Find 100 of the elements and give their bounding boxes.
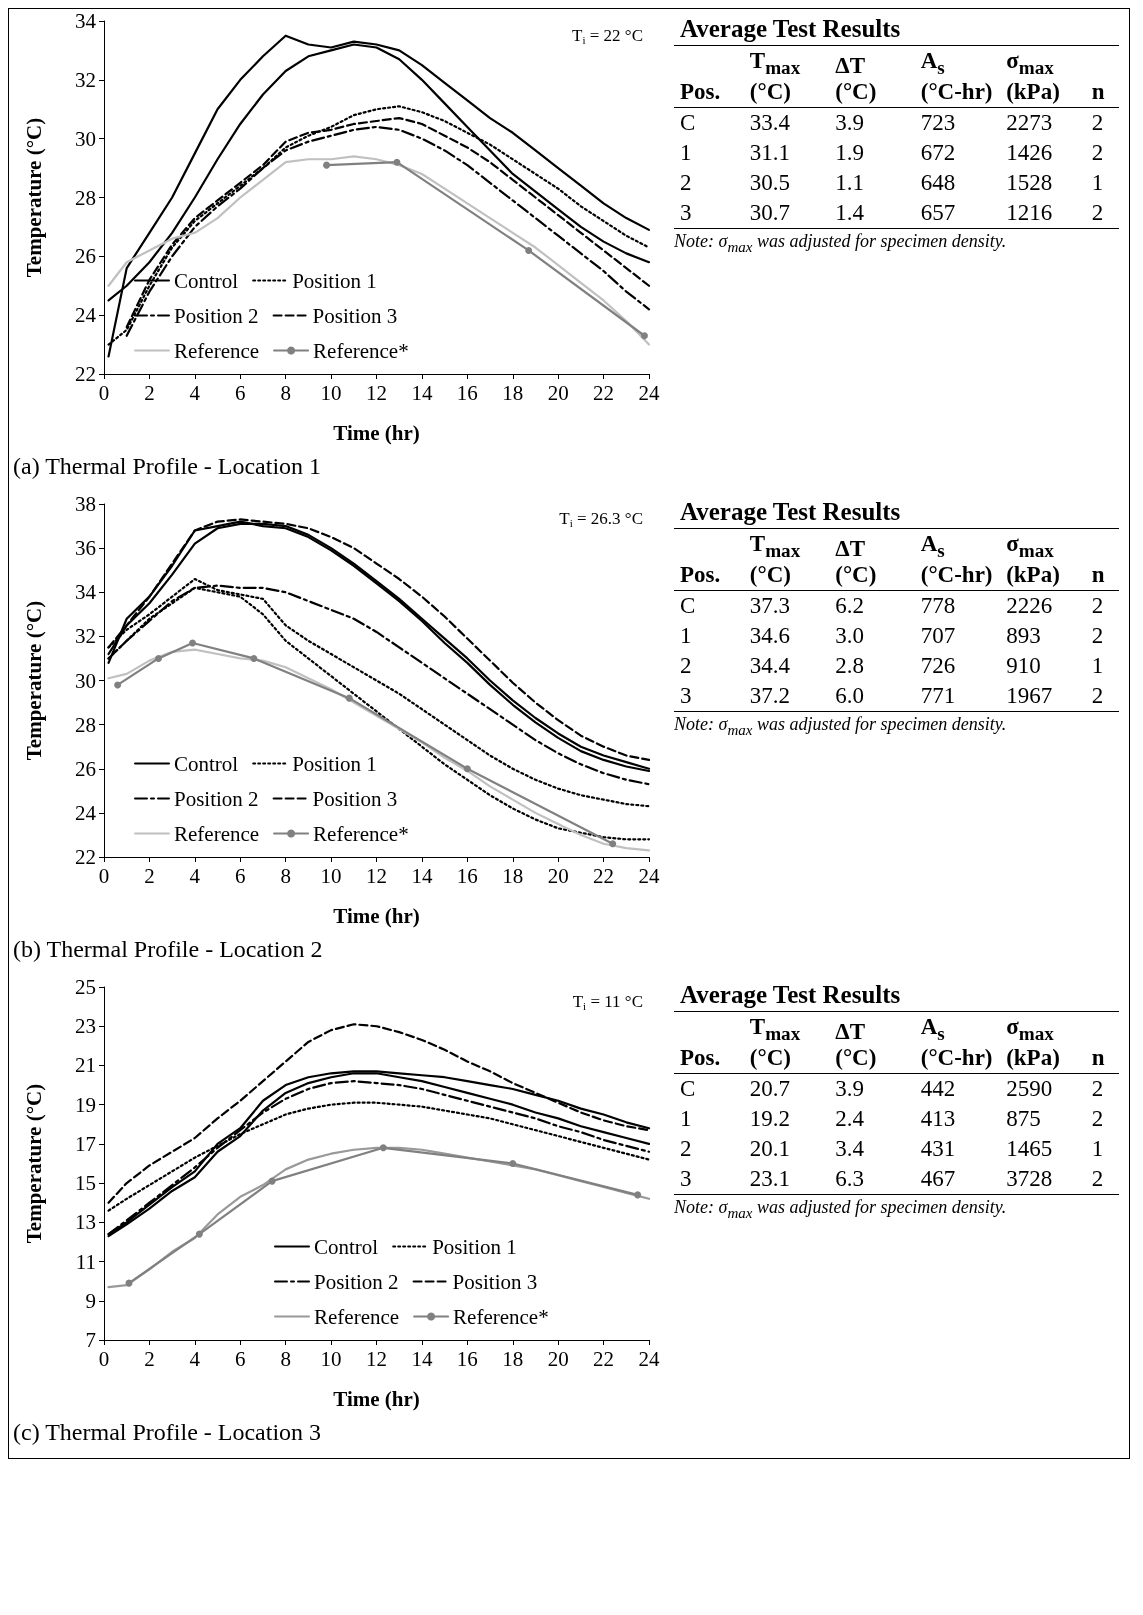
text: 2 [680, 169, 692, 195]
x-tick-label: 12 [366, 1346, 387, 1371]
text: 413 [920, 1105, 956, 1131]
text: 1 [1091, 169, 1104, 195]
text: 2 [1091, 1165, 1104, 1191]
y-tick-label: 17 [75, 1131, 96, 1156]
text: 3.9 [835, 109, 865, 135]
text: C [680, 592, 696, 618]
legend-label: Reference [174, 338, 260, 363]
y-tick-label: 25 [75, 975, 96, 999]
x-tick-label: 22 [593, 863, 615, 888]
text: 1 [1091, 652, 1104, 678]
text: 31.1 [749, 139, 791, 165]
y-tick-label: 11 [75, 1249, 96, 1274]
text: 2590 [1006, 1075, 1053, 1101]
legend-label: Control [314, 1234, 379, 1259]
x-tick-label: 24 [638, 863, 660, 888]
text: 3 [680, 199, 692, 225]
text: 431 [920, 1135, 956, 1161]
text: 20.1 [749, 1135, 791, 1161]
x-tick-label: 2 [144, 1346, 155, 1371]
text: 2 [1091, 622, 1104, 648]
text: 2.4 [835, 1105, 865, 1131]
category-label: σ$_{max}$ (kPa) [1000, 1011, 1086, 1074]
category-label: T$_{max}$ (°C) [743, 45, 830, 108]
text: 6.2 [835, 592, 865, 618]
text: 657 [920, 199, 956, 225]
text: 3.4 [835, 1135, 865, 1161]
y-axis-title: Temperature (°C) [21, 600, 46, 761]
x-tick-label: 24 [638, 1346, 660, 1371]
text: 1.1 [835, 169, 865, 195]
y-axis-title: Temperature (°C) [21, 117, 46, 278]
x-tick-label: 4 [189, 380, 201, 405]
category-label: Pos. [674, 45, 744, 108]
text: 1 [1091, 1135, 1104, 1161]
y-tick-label: 28 [75, 712, 96, 737]
text: 1 [680, 139, 692, 165]
x-tick-label: 16 [456, 1346, 478, 1371]
x-tick-label: 18 [502, 863, 524, 888]
category-label: ΔT (°C) [829, 45, 915, 108]
text: 3 [680, 682, 692, 708]
category-label: A$_{s}$ (°C-hr) [914, 528, 1001, 591]
x-axis-title: Time (hr) [333, 903, 420, 928]
text: (a) Thermal Profile - Location 1 [12, 452, 323, 481]
y-tick-label: 22 [75, 362, 96, 386]
x-tick-label: 20 [547, 380, 569, 405]
text: 2 [680, 652, 692, 678]
x-tick-label: 8 [280, 380, 291, 405]
legend-label: Reference [314, 1304, 400, 1329]
x-tick-label: 8 [280, 863, 291, 888]
text: 910 [1006, 652, 1041, 678]
legend-label: Position 1 [432, 1234, 517, 1259]
y-tick-label: 38 [75, 492, 96, 516]
text: 2 [1091, 682, 1104, 708]
y-tick-label: 30 [75, 668, 96, 693]
y-tick-label: 19 [75, 1092, 96, 1117]
text: 1.9 [835, 139, 865, 165]
legend-label: Position 3 [312, 303, 398, 328]
x-tick-label: 14 [411, 1346, 433, 1371]
legend-label: Position 1 [292, 751, 377, 776]
text: 648 [920, 169, 956, 195]
x-tick-label: 12 [366, 863, 387, 888]
x-tick-label: 18 [502, 1346, 524, 1371]
y-tick-label: 15 [75, 1171, 96, 1196]
text: 2 [1091, 139, 1104, 165]
x-tick-label: 16 [456, 863, 478, 888]
text: 467 [920, 1165, 956, 1191]
text: 6.3 [835, 1165, 865, 1191]
y-tick-label: 34 [75, 580, 97, 605]
text: Average Test Results [674, 496, 1119, 529]
x-tick-label: 10 [320, 1346, 342, 1371]
category-label: n [1085, 1011, 1119, 1074]
x-tick-label: 20 [547, 863, 569, 888]
x-tick-label: 4 [189, 863, 201, 888]
y-tick-label: 28 [75, 185, 96, 210]
text: 771 [920, 682, 956, 708]
text: 726 [920, 652, 956, 678]
x-axis-title: Time (hr) [333, 1386, 420, 1411]
x-tick-label: 2 [144, 380, 155, 405]
category-label: σ$_{max}$ (kPa) [1000, 45, 1086, 108]
category-label: Pos. [674, 528, 744, 591]
text: Average Test Results [674, 13, 1119, 46]
y-tick-label: 36 [75, 536, 96, 561]
text: 20.7 [749, 1075, 791, 1101]
x-tick-label: 0 [98, 863, 110, 888]
text: Note: σ$_{max}$ was adjusted for specimen density. [674, 1196, 1008, 1222]
text: 2 [1091, 1075, 1104, 1101]
category-label: n [1085, 45, 1119, 108]
text: (b) Thermal Profile - Location 2 [12, 935, 324, 964]
x-tick-label: 6 [235, 863, 246, 888]
text: 23.1 [749, 1165, 791, 1191]
text: 2 [1091, 109, 1104, 135]
x-tick-label: 10 [320, 863, 342, 888]
text: 2 [1091, 1105, 1104, 1131]
y-tick-label: 23 [75, 1014, 96, 1039]
text: C [680, 109, 696, 135]
y-tick-label: 30 [75, 126, 96, 151]
y-tick-label: 32 [75, 67, 96, 92]
category-label: A$_{s}$ (°C-hr) [914, 1011, 1001, 1074]
text: Note: σ$_{max}$ was adjusted for specimen density. [674, 713, 1008, 739]
